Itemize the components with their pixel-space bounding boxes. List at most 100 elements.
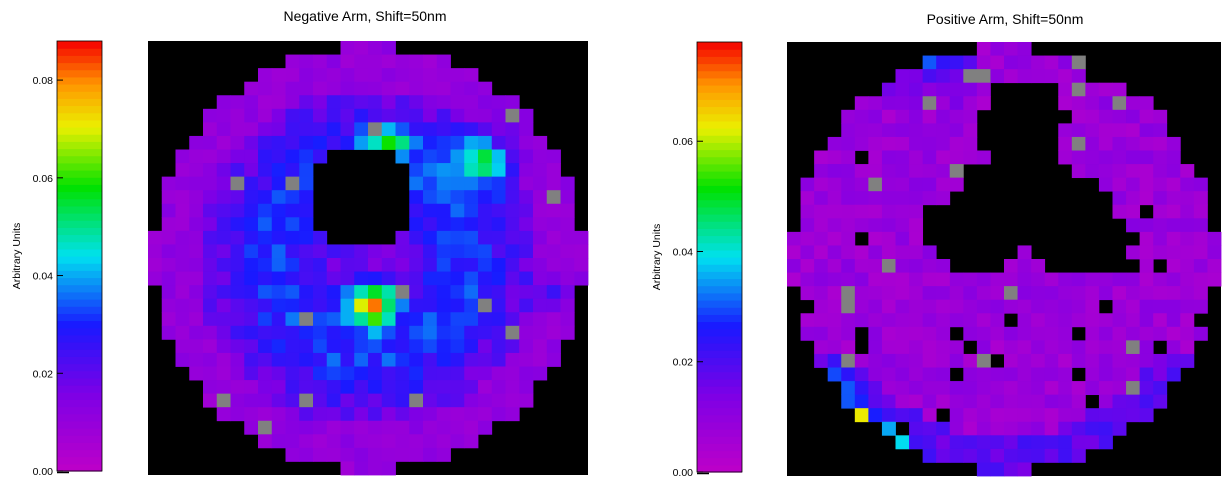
heatmap-cell	[922, 286, 937, 301]
heatmap-cell	[533, 163, 548, 178]
heatmap-cell	[1044, 408, 1059, 423]
heatmap-cell	[1139, 313, 1154, 328]
heatmap-cell	[1112, 381, 1127, 396]
heatmap-cell	[895, 272, 910, 287]
heatmap-cell	[1004, 353, 1018, 368]
heatmap-cell	[1017, 69, 1032, 84]
heatmap-cell	[258, 285, 273, 300]
heatmap-cell	[381, 420, 396, 435]
colorbar-segment	[57, 177, 102, 185]
heatmap-cell	[409, 135, 424, 150]
colorbar-segment	[57, 428, 102, 436]
colorbar-segment	[697, 364, 742, 373]
colorbar-segment	[697, 56, 742, 65]
heatmap-cell	[881, 394, 896, 409]
heatmap-cell	[963, 353, 978, 368]
heatmap-cell	[203, 190, 218, 205]
heatmap-cell	[949, 55, 964, 70]
heatmap-cell	[519, 393, 534, 408]
heatmap-cell	[491, 217, 506, 232]
heatmap-cell	[313, 230, 328, 245]
heatmap-cell	[216, 95, 231, 110]
heatmap-cell	[230, 312, 245, 327]
heatmap-cell	[464, 95, 479, 110]
heatmap-cell	[800, 204, 815, 219]
heatmap-cell	[1085, 421, 1100, 436]
colorbar-frame	[56, 40, 103, 472]
heatmap-cell	[868, 245, 883, 260]
heatmap-cell	[909, 109, 924, 124]
heatmap-cell	[381, 434, 396, 449]
heatmap-cell	[299, 352, 314, 367]
heatmap-cell	[299, 190, 314, 205]
heatmap-cell	[258, 176, 273, 191]
colorbar-segment	[697, 285, 742, 294]
heatmap-cell	[546, 325, 561, 340]
heatmap-cell	[841, 353, 856, 368]
heatmap-cell	[1153, 164, 1168, 179]
heatmap-cell	[854, 204, 869, 219]
heatmap-cell	[450, 68, 465, 83]
heatmap-cell	[1139, 109, 1154, 124]
heatmap-cell	[244, 135, 259, 150]
heatmap-cell	[505, 95, 520, 110]
heatmap-cell	[936, 191, 951, 206]
heatmap-cell	[464, 230, 479, 245]
colorbar-segment	[697, 235, 742, 244]
heatmap-cell	[299, 298, 314, 313]
heatmap-cell	[895, 231, 910, 246]
heatmap-cell	[189, 325, 204, 340]
heatmap-cell	[478, 190, 493, 205]
heatmap-cell	[895, 164, 910, 179]
heatmap-cell	[244, 339, 259, 354]
heatmap-cell	[895, 123, 910, 138]
heatmap-cell	[244, 81, 259, 96]
heatmap-cell	[244, 407, 259, 422]
heatmap-cell	[1017, 462, 1032, 477]
heatmap-cell	[1071, 448, 1086, 463]
heatmap-cell	[189, 352, 204, 367]
heatmap-cell	[148, 271, 163, 286]
heatmap-cell	[313, 312, 328, 327]
heatmap-cell	[381, 81, 396, 96]
heatmap-cell	[949, 408, 964, 423]
heatmap-cell	[1098, 326, 1113, 341]
heatmap-cell	[1071, 381, 1086, 396]
heatmap-cell	[436, 54, 451, 69]
heatmap-cell	[395, 108, 410, 123]
heatmap-cell	[1126, 204, 1141, 219]
heatmap-cell	[175, 149, 190, 164]
heatmap-cell	[340, 420, 355, 435]
heatmap-cell	[450, 325, 465, 340]
heatmap-cell	[271, 190, 286, 205]
heatmap-cell	[949, 381, 964, 396]
heatmap-cell	[505, 380, 520, 395]
heatmap-cell	[340, 81, 355, 96]
heatmap-cell	[990, 394, 1005, 409]
heatmap-cell	[519, 312, 534, 327]
heatmap-cell	[1126, 272, 1141, 287]
colorbar-axis-label: Arbitrary Units	[11, 223, 23, 290]
heatmap-cell	[368, 325, 383, 340]
heatmap-cell	[1031, 55, 1046, 70]
heatmap-cell	[326, 339, 341, 354]
colorbar-segment	[697, 221, 742, 229]
heatmap-cell	[175, 352, 190, 367]
heatmap-cell	[313, 149, 328, 164]
heatmap-cell	[478, 122, 493, 137]
heatmap-cell	[189, 135, 204, 150]
heatmap-cell	[285, 108, 300, 123]
heatmap-cell	[854, 299, 869, 314]
heatmap-cell	[409, 380, 424, 395]
heatmap-cell	[922, 164, 937, 179]
heatmap-cell	[1126, 123, 1141, 138]
heatmap-cell	[285, 285, 300, 300]
heatmap-cell	[271, 149, 286, 164]
heatmap-cell	[381, 339, 396, 354]
heatmap-cell	[299, 108, 314, 123]
heatmap-cell	[505, 244, 520, 259]
heatmap-cell	[868, 218, 883, 233]
heatmap-cell	[464, 298, 479, 313]
heatmap-cell	[881, 164, 896, 179]
heatmap-cell	[491, 407, 506, 422]
